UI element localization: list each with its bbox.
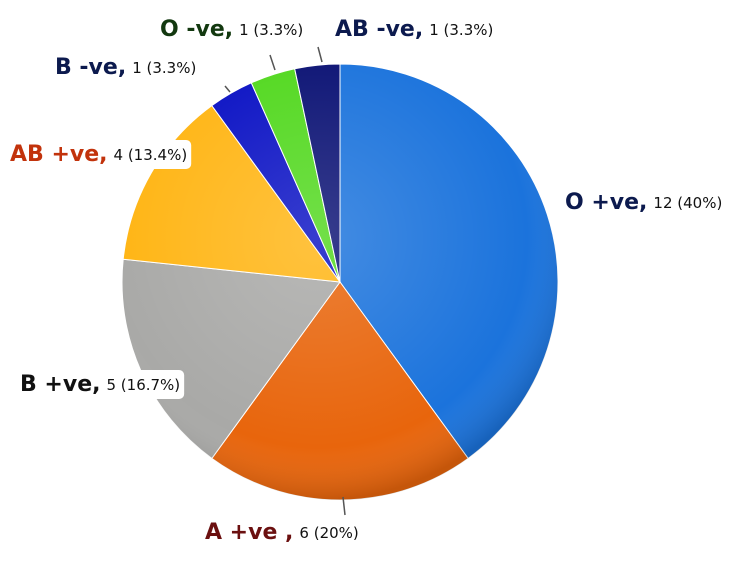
value-label: 6 (20%) [299, 524, 358, 542]
leader-line [269, 54, 276, 71]
label-box [16, 370, 185, 399]
category-name: B +ve, [20, 372, 100, 397]
category-name: A +ve , [205, 520, 293, 545]
slice-label: O -ve, 1 (3.3%) [160, 17, 303, 42]
leader-line [342, 496, 346, 516]
value-label: 1 (3.3%) [132, 59, 196, 77]
slice-label: B +ve, 5 (16.7%) [20, 372, 180, 397]
label-box [6, 140, 192, 169]
leader-line [224, 85, 231, 93]
value-label: 4 (13.4%) [114, 146, 188, 164]
value-label: 1 (3.3%) [239, 21, 303, 39]
category-name: O +ve, [565, 190, 647, 215]
value-label: 12 (40%) [653, 194, 722, 212]
slice-label: A +ve , 6 (20%) [205, 520, 359, 545]
slice-label: AB -ve, 1 (3.3%) [335, 17, 493, 42]
value-label: 5 (16.7%) [106, 376, 180, 394]
slice-label: B -ve, 1 (3.3%) [55, 55, 196, 80]
slice-label: O +ve, 12 (40%) [565, 190, 722, 215]
slice-label: AB +ve, 4 (13.4%) [10, 142, 187, 167]
category-name: AB +ve, [10, 142, 108, 167]
value-label: 1 (3.3%) [429, 21, 493, 39]
category-name: B -ve, [55, 55, 126, 80]
category-name: AB -ve, [335, 17, 423, 42]
leader-line [317, 46, 323, 63]
category-name: O -ve, [160, 17, 233, 42]
